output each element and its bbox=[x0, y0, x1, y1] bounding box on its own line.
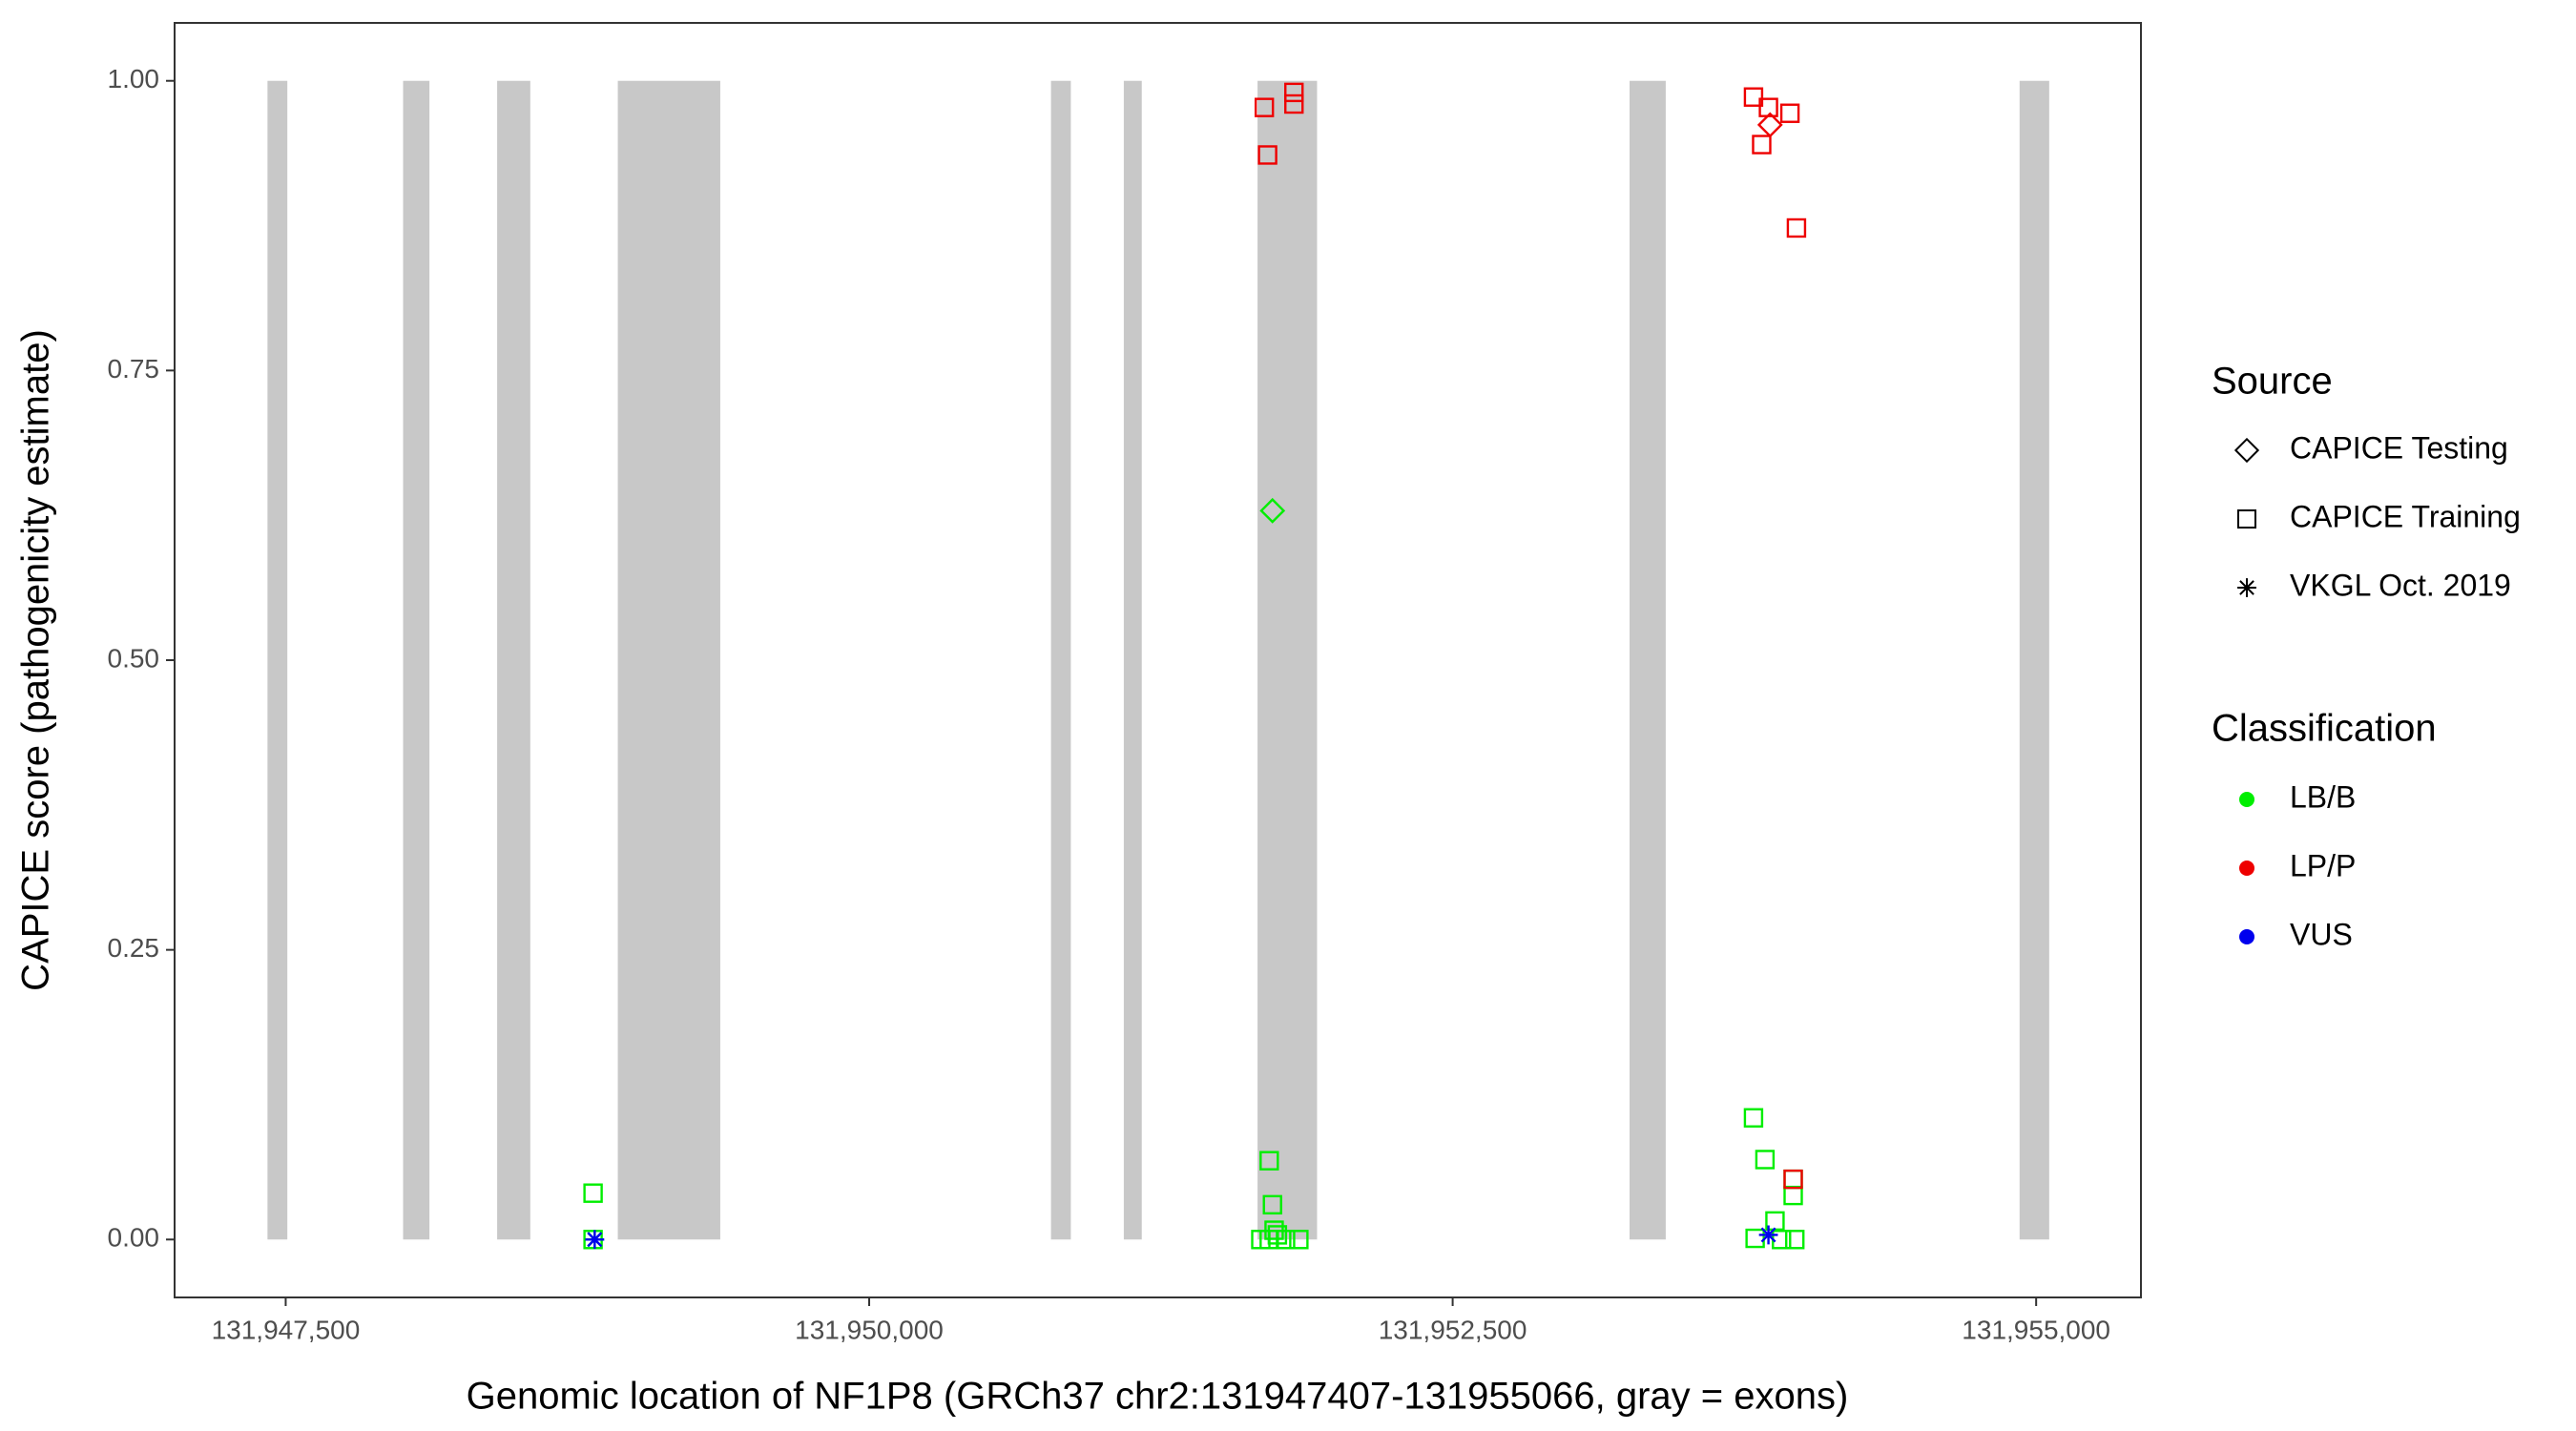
legend-label: LP/P bbox=[2290, 848, 2356, 882]
x-tick-label: 131,947,500 bbox=[212, 1315, 361, 1344]
point bbox=[1752, 135, 1772, 155]
point bbox=[1758, 97, 1778, 117]
y-tick-label: 0.00 bbox=[108, 1223, 160, 1253]
legend-title: Classification bbox=[2212, 708, 2437, 750]
y-tick-label: 0.50 bbox=[108, 643, 160, 673]
point bbox=[1289, 1230, 1309, 1250]
point bbox=[1284, 82, 1304, 103]
x-axis-title: Genomic location of NF1P8 (GRCh37 chr2:1… bbox=[467, 1376, 1849, 1418]
legend-symbol bbox=[2239, 929, 2254, 944]
exon bbox=[1050, 80, 1071, 1240]
legend-label: VKGL Oct. 2019 bbox=[2290, 568, 2511, 602]
point bbox=[1755, 1150, 1776, 1170]
exon bbox=[497, 80, 530, 1240]
y-tick-label: 1.00 bbox=[108, 64, 160, 93]
plot-panel bbox=[175, 23, 2141, 1297]
point bbox=[1264, 1220, 1284, 1240]
legend-symbol bbox=[2233, 437, 2260, 464]
legend-symbol bbox=[2239, 861, 2254, 876]
legend-label: CAPICE Testing bbox=[2290, 430, 2508, 465]
exon bbox=[617, 80, 720, 1240]
legend-symbol bbox=[2237, 578, 2256, 597]
exon bbox=[1257, 80, 1318, 1240]
legend-label: LB/B bbox=[2290, 779, 2356, 814]
point bbox=[1783, 1169, 1803, 1190]
legend-title: Source bbox=[2212, 361, 2333, 403]
exon bbox=[1630, 80, 1666, 1240]
y-tick-label: 0.25 bbox=[108, 933, 160, 963]
point bbox=[1779, 103, 1800, 123]
exon bbox=[2019, 80, 2049, 1240]
legend-label: CAPICE Training bbox=[2290, 499, 2521, 533]
exon bbox=[1123, 80, 1142, 1240]
legend-symbol bbox=[2239, 792, 2254, 807]
point bbox=[1785, 1230, 1805, 1250]
point bbox=[1257, 145, 1278, 165]
point bbox=[585, 1230, 605, 1250]
point bbox=[1758, 1225, 1778, 1245]
x-tick-label: 131,950,000 bbox=[795, 1315, 944, 1344]
point bbox=[1262, 1194, 1282, 1215]
point bbox=[1259, 1151, 1279, 1171]
legend-symbol bbox=[2237, 509, 2256, 529]
x-tick-label: 131,952,500 bbox=[1379, 1315, 1527, 1344]
point bbox=[1284, 93, 1304, 114]
point bbox=[1786, 218, 1807, 238]
point bbox=[1254, 97, 1275, 117]
exon bbox=[267, 80, 288, 1240]
point bbox=[1743, 87, 1764, 107]
y-tick-label: 0.75 bbox=[108, 354, 160, 384]
point bbox=[583, 1183, 603, 1203]
point bbox=[1743, 1108, 1764, 1128]
x-tick-label: 131,955,000 bbox=[1962, 1315, 2110, 1344]
legend-label: VUS bbox=[2290, 917, 2353, 951]
y-axis-title: CAPICE score (pathogenicity estimate) bbox=[15, 329, 57, 991]
point bbox=[1259, 497, 1286, 524]
exon bbox=[403, 80, 430, 1240]
